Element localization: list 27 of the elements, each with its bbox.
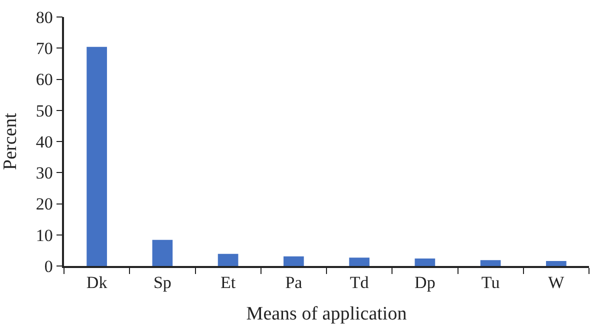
bar: [480, 260, 501, 266]
x-tick-label: Pa: [285, 273, 303, 292]
bar: [86, 46, 107, 266]
x-tick-label: Dp: [414, 273, 436, 292]
y-tick-label: 80: [36, 8, 53, 27]
y-tick-label: 30: [36, 164, 53, 183]
x-tick-label: Tu: [481, 273, 500, 292]
y-tick-label: 20: [36, 194, 53, 214]
y-tick-label: 40: [36, 132, 53, 152]
y-tick-label: 60: [36, 70, 53, 90]
x-tick-label: Td: [350, 273, 370, 292]
bar: [349, 258, 370, 266]
x-tick-label: W: [548, 273, 566, 292]
y-tick-label: 50: [36, 101, 53, 120]
x-axis-title: Means of application: [246, 303, 408, 324]
y-tick-label: 10: [36, 226, 53, 245]
x-tick-label: Et: [220, 273, 236, 292]
bar: [284, 256, 304, 266]
y-tick-label: 70: [36, 39, 53, 58]
bar: [546, 261, 566, 266]
x-tick-label: Sp: [153, 273, 172, 292]
bar: [414, 258, 436, 266]
x-tick-label: Dk: [86, 273, 108, 292]
y-axis-title: Percent: [0, 112, 21, 170]
y-tick-label: 0: [44, 256, 53, 276]
bar: [152, 240, 173, 266]
bar: [218, 254, 238, 266]
